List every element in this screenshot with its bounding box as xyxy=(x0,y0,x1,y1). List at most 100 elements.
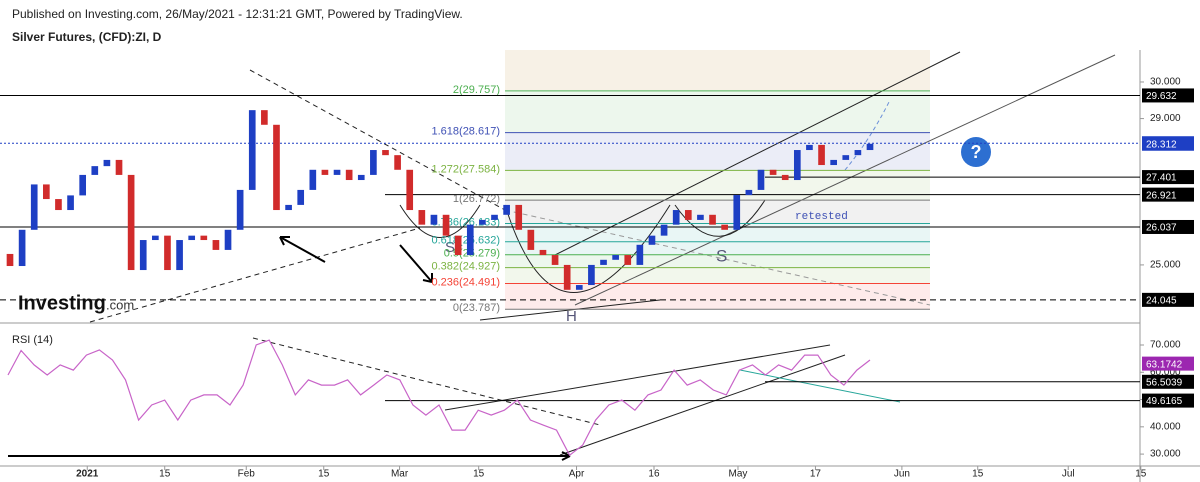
x-tick-label: 15 xyxy=(473,469,485,480)
level-label-bg xyxy=(1142,187,1194,202)
candle xyxy=(127,174,135,271)
y-tick-label: 40.000 xyxy=(1150,421,1181,432)
channel-line xyxy=(554,51,961,256)
candle xyxy=(551,255,559,265)
fib-label: 0.382(24.927) xyxy=(432,260,501,272)
projection xyxy=(844,99,891,171)
x-tick-label: 15 xyxy=(318,469,330,480)
candle xyxy=(261,110,268,125)
fib-label: 1.272(27.584) xyxy=(432,163,501,175)
help-icon-glyph[interactable]: ? xyxy=(971,142,982,162)
candle xyxy=(6,253,14,267)
level-label-bg xyxy=(1142,170,1194,185)
level-label-bg xyxy=(1142,374,1194,389)
candle xyxy=(212,240,220,250)
candle xyxy=(333,169,341,175)
arrow xyxy=(399,244,433,283)
fib-label: 1(26.772) xyxy=(453,193,500,205)
candle xyxy=(575,285,583,290)
candle xyxy=(866,143,874,151)
candle xyxy=(91,166,99,175)
candle xyxy=(55,199,62,211)
rsi-trend-line xyxy=(252,337,601,426)
x-tick-label: May xyxy=(729,469,748,480)
candle xyxy=(285,204,292,211)
candle xyxy=(612,255,619,260)
candle xyxy=(176,240,183,271)
level-label: 56.5039 xyxy=(1146,377,1183,388)
fib-top-zone xyxy=(505,50,930,90)
candle xyxy=(733,195,741,230)
arrow-head xyxy=(561,451,571,461)
fib-label: 2(29.757) xyxy=(453,84,500,96)
fib-band xyxy=(505,241,930,255)
y-tick-label: 29.000 xyxy=(1150,113,1181,124)
candle xyxy=(527,229,535,250)
x-tick-label: 15 xyxy=(1135,469,1147,480)
drawings xyxy=(8,51,1116,461)
neck-line xyxy=(479,299,661,321)
candle xyxy=(697,214,704,220)
level-label: 63.1742 xyxy=(1146,359,1183,370)
shoulder-arc xyxy=(399,204,481,238)
candle xyxy=(406,169,414,211)
candle xyxy=(842,155,850,160)
candle xyxy=(709,214,716,225)
trend-line xyxy=(89,227,421,323)
fib-band xyxy=(505,267,930,284)
level-label-bg xyxy=(1142,136,1194,151)
arrow-head xyxy=(422,273,433,283)
annotation-text: S xyxy=(445,239,455,256)
candle xyxy=(539,249,547,256)
candle xyxy=(491,214,498,220)
level-label-bg xyxy=(1142,88,1194,103)
level-label-bg xyxy=(1142,356,1194,371)
candle xyxy=(79,174,87,196)
x-tick-label: 17 xyxy=(810,469,822,480)
fib-band xyxy=(505,90,930,133)
candle xyxy=(454,235,462,256)
candle xyxy=(115,159,123,175)
level-label: 28.312 xyxy=(1146,139,1177,150)
candle xyxy=(757,169,765,190)
candle xyxy=(660,224,668,236)
candle xyxy=(636,244,644,265)
level-label: 29.632 xyxy=(1146,91,1177,102)
x-tick-label: Mar xyxy=(391,469,409,480)
rsi-line xyxy=(7,339,871,457)
help-icon[interactable] xyxy=(961,137,991,167)
candle xyxy=(297,189,305,205)
y-tick-label: 30.000 xyxy=(1150,449,1181,460)
candle xyxy=(394,155,401,170)
candle xyxy=(588,264,595,286)
candle xyxy=(854,150,862,156)
fib-band xyxy=(505,200,930,224)
candle xyxy=(139,240,147,271)
fib-band xyxy=(505,254,930,268)
candle xyxy=(479,219,486,225)
candle xyxy=(624,255,632,265)
symbol-title: Silver Futures, (CFD):ZI, D xyxy=(12,30,162,44)
level-label: 24.045 xyxy=(1146,296,1177,307)
candle xyxy=(164,235,171,271)
candle xyxy=(466,224,474,256)
rsi-divergence xyxy=(739,369,901,403)
candle xyxy=(200,235,208,241)
candle xyxy=(103,159,111,167)
x-tick-label: 15 xyxy=(972,469,984,480)
candle xyxy=(430,214,438,225)
annotation-text: retested xyxy=(795,211,848,223)
rsi-channel xyxy=(559,354,846,456)
candle xyxy=(721,224,728,230)
candle xyxy=(188,235,196,241)
annotation-text: S xyxy=(716,246,727,265)
candle xyxy=(745,189,753,196)
candle xyxy=(503,204,510,215)
candle xyxy=(781,174,789,181)
x-tick-label: 2021 xyxy=(76,469,99,480)
level-label-bg xyxy=(1142,393,1194,408)
candle xyxy=(357,174,365,181)
annotation-text: H xyxy=(566,308,577,325)
candle xyxy=(563,264,571,290)
